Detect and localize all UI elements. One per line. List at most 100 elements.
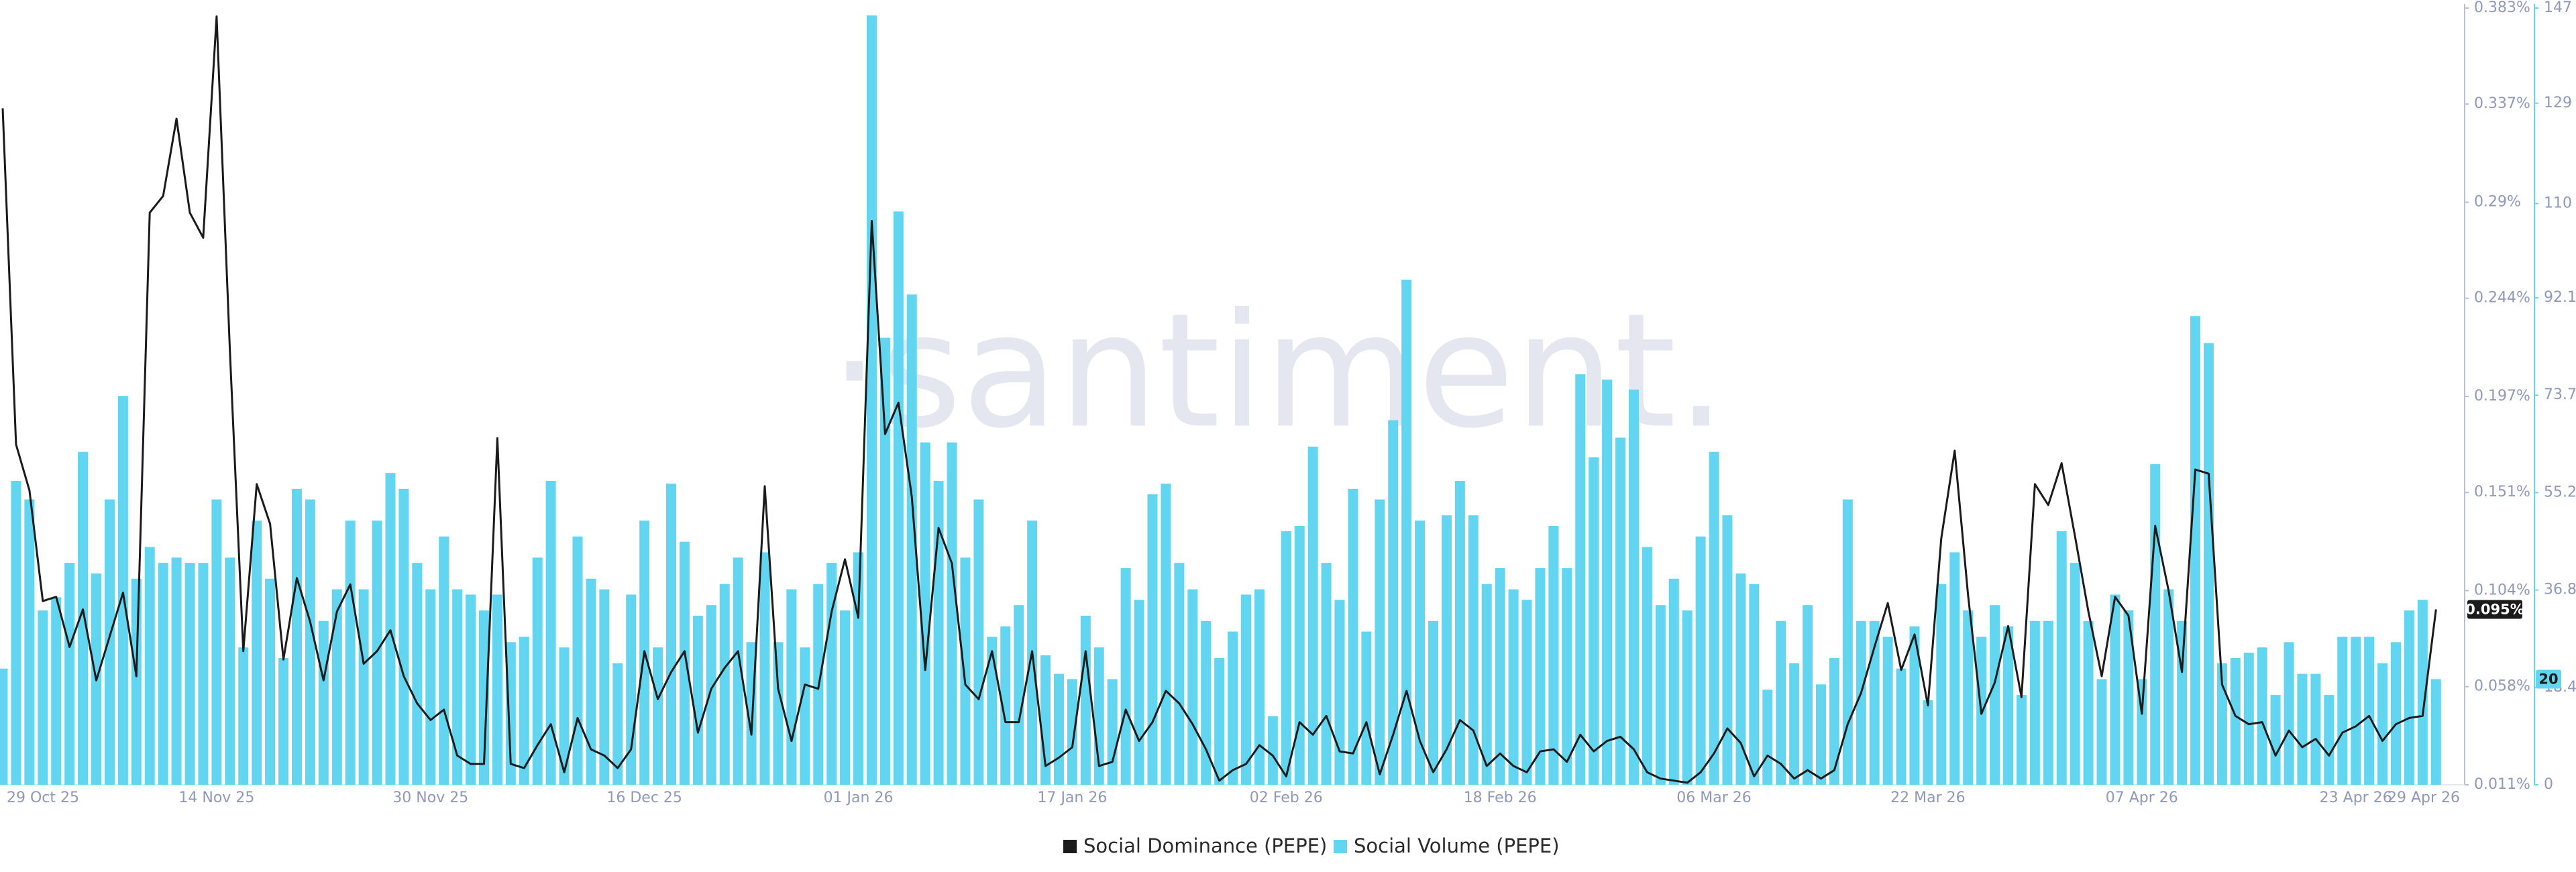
x-tick-label: 14 Nov 25	[178, 789, 254, 806]
volume-bar	[398, 488, 409, 785]
legend-swatch	[1334, 840, 1347, 853]
volume-bar	[51, 597, 62, 785]
volume-bar	[1481, 584, 1492, 785]
volume-bar	[1602, 379, 1613, 785]
volume-bar	[372, 521, 382, 785]
volume-bar	[2337, 637, 2348, 785]
volume-bar	[492, 594, 502, 785]
volume-bar	[1589, 457, 1599, 785]
volume-bar	[345, 521, 356, 785]
volume-bar	[1535, 568, 1546, 785]
volume-bar	[238, 647, 249, 785]
x-tick-label: 06 Mar 26	[1676, 789, 1751, 806]
watermark: ·santiment.	[830, 280, 1727, 463]
volume-bar	[545, 481, 556, 785]
volume-bar	[706, 605, 716, 785]
volume-bar	[412, 563, 423, 785]
y-tick-label: 0.058%	[2474, 678, 2530, 695]
volume-bar	[265, 578, 276, 785]
volume-bar	[1709, 451, 1719, 785]
volume-bar	[2351, 637, 2361, 785]
volume-bar	[198, 563, 209, 785]
volume-bar	[171, 557, 182, 785]
volume-bar	[1909, 626, 1920, 785]
volume-bar	[38, 610, 48, 785]
volume-bar	[987, 637, 998, 785]
y2-tick-label: 73.73	[2544, 386, 2576, 403]
volume-bar	[1107, 679, 1118, 785]
volume-bar	[1334, 600, 1345, 785]
volume-bar	[1548, 526, 1559, 785]
volume-bar	[879, 337, 890, 785]
volume-bar	[2390, 642, 2401, 785]
volume-bar	[626, 594, 637, 785]
volume-bar	[184, 563, 195, 785]
volume-bar	[1762, 690, 1773, 785]
volume-bar	[2297, 673, 2308, 785]
volume-bar	[800, 647, 810, 785]
volume-bar	[1120, 568, 1131, 785]
volume-bar	[305, 499, 315, 785]
volume-bar	[2083, 620, 2094, 785]
volume-bar	[1401, 279, 1412, 785]
volume-bar	[2364, 637, 2375, 785]
last-value-badge	[2467, 600, 2522, 619]
volume-bar	[1508, 589, 1519, 785]
volume-bar	[2003, 626, 2013, 785]
volume-bar	[1187, 589, 1198, 785]
volume-bar	[599, 589, 610, 785]
legend-swatch	[1063, 840, 1077, 853]
y2-tick-label: 110	[2544, 195, 2572, 211]
volume-bar	[2230, 657, 2241, 785]
volume-bar	[24, 499, 35, 785]
volume-bar	[1842, 499, 1853, 785]
y-tick-label: 0.011%	[2474, 776, 2530, 793]
volume-bar	[1147, 494, 1158, 785]
volume-bar	[1628, 389, 1639, 785]
volume-bar	[1321, 563, 1332, 785]
volume-bar	[2163, 589, 2174, 785]
volume-bar	[1521, 600, 1532, 785]
x-tick-label: 23 Apr 26	[2320, 789, 2392, 806]
x-tick-label: 22 Mar 26	[1890, 789, 1965, 806]
volume-bar	[1428, 620, 1439, 785]
last-value-badge	[2536, 669, 2561, 689]
volume-bar	[1815, 684, 1826, 785]
y2-tick-label: 129	[2544, 95, 2572, 111]
volume-bar	[1375, 499, 1385, 785]
volume-bar	[2137, 679, 2147, 785]
volume-bar	[1735, 573, 1746, 785]
volume-bar	[2110, 594, 2121, 785]
volume-bar	[2070, 563, 2080, 785]
volume-bar	[1281, 531, 1291, 785]
volume-bar	[64, 563, 75, 785]
volume-bar	[1896, 668, 1907, 785]
volume-bar	[586, 578, 596, 785]
volume-bar	[1963, 610, 1974, 785]
volume-bar	[2430, 679, 2441, 785]
volume-bar	[252, 521, 262, 785]
volume-bar	[1294, 526, 1305, 785]
x-tick-label: 18 Feb 26	[1464, 789, 1537, 806]
volume-bar	[759, 552, 770, 785]
volume-bar	[1228, 631, 1238, 785]
x-tick-label: 30 Nov 25	[392, 789, 468, 806]
volume-bar	[2310, 673, 2321, 785]
volume-bar	[2270, 695, 2281, 785]
x-tick-label: 01 Jan 26	[824, 789, 894, 806]
volume-bar	[385, 473, 396, 785]
volume-bar	[331, 589, 342, 785]
volume-bar	[1949, 552, 1960, 785]
volume-bar	[1829, 657, 1839, 785]
volume-bar	[559, 647, 570, 785]
volume-bar	[1936, 584, 1947, 785]
y2-tick-label: 92.163	[2544, 289, 2576, 306]
volume-bar	[1348, 488, 1358, 785]
x-tick-label: 02 Feb 26	[1250, 789, 1323, 806]
volume-bar	[947, 442, 957, 785]
volume-bar	[653, 647, 663, 785]
volume-bar	[1722, 515, 1733, 785]
volume-bar	[1882, 637, 1893, 785]
volume-bar	[11, 481, 21, 785]
volume-bar	[0, 668, 8, 785]
